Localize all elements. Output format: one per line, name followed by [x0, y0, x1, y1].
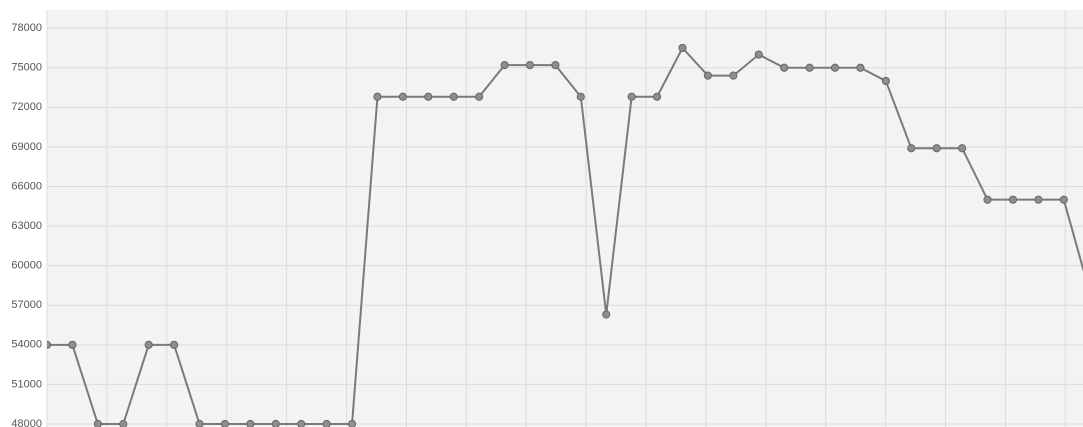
data-point: [780, 63, 789, 72]
y-tick-label: 63000: [11, 220, 42, 232]
data-point: [500, 60, 509, 70]
data-point: [47, 340, 52, 349]
data-point: [907, 144, 916, 153]
plot-background: [47, 10, 1083, 427]
data-point: [602, 310, 611, 319]
data-point: [373, 92, 382, 101]
data-point: [220, 419, 230, 427]
data-point: [398, 92, 407, 101]
data-point: [932, 144, 941, 153]
data-point: [1008, 195, 1018, 204]
data-point: [246, 419, 255, 427]
data-point: [475, 92, 484, 101]
data-point: [678, 43, 687, 53]
data-point: [170, 340, 179, 349]
y-tick-label: 48000: [11, 418, 42, 427]
data-point: [652, 92, 662, 101]
data-point: [983, 195, 992, 204]
y-tick-label: 57000: [11, 299, 42, 311]
data-point: [627, 92, 636, 101]
data-point: [830, 63, 840, 72]
data-point: [424, 92, 433, 101]
y-tick-label: 75000: [11, 62, 42, 74]
y-tick-label: 66000: [11, 180, 42, 192]
data-point: [1059, 195, 1068, 204]
data-point: [449, 92, 458, 101]
data-point: [729, 71, 738, 80]
data-point: [958, 144, 967, 153]
data-point: [754, 50, 763, 59]
data-point: [68, 340, 77, 349]
data-point: [703, 71, 713, 80]
data-point: [805, 63, 814, 72]
data-point: [347, 419, 357, 427]
plot: [47, 43, 1083, 427]
data-point: [297, 419, 306, 427]
data-point: [551, 60, 560, 70]
data-point: [119, 419, 128, 427]
line-series: [47, 46, 1083, 425]
y-tick-label: 78000: [11, 22, 42, 34]
data-point: [881, 76, 890, 86]
data-point: [1034, 195, 1043, 204]
data-point: [195, 419, 204, 427]
data-point: [144, 340, 153, 349]
axis-labels: 48000 51000 54000 57000 60000 63000 66000 69000…: [11, 22, 42, 427]
y-tick-label: 51000: [11, 378, 42, 390]
data-point: [525, 60, 535, 70]
data-point: [271, 419, 280, 427]
data-point: [856, 63, 865, 72]
data-point: [576, 92, 585, 101]
data-point: [93, 419, 102, 427]
y-tick-label: 69000: [11, 141, 42, 153]
grid: [46, 10, 1083, 427]
y-tick-label: 60000: [11, 260, 42, 272]
y-tick-label: 54000: [11, 339, 42, 351]
data-point: [322, 419, 331, 427]
y-tick-label: 72000: [11, 101, 42, 113]
